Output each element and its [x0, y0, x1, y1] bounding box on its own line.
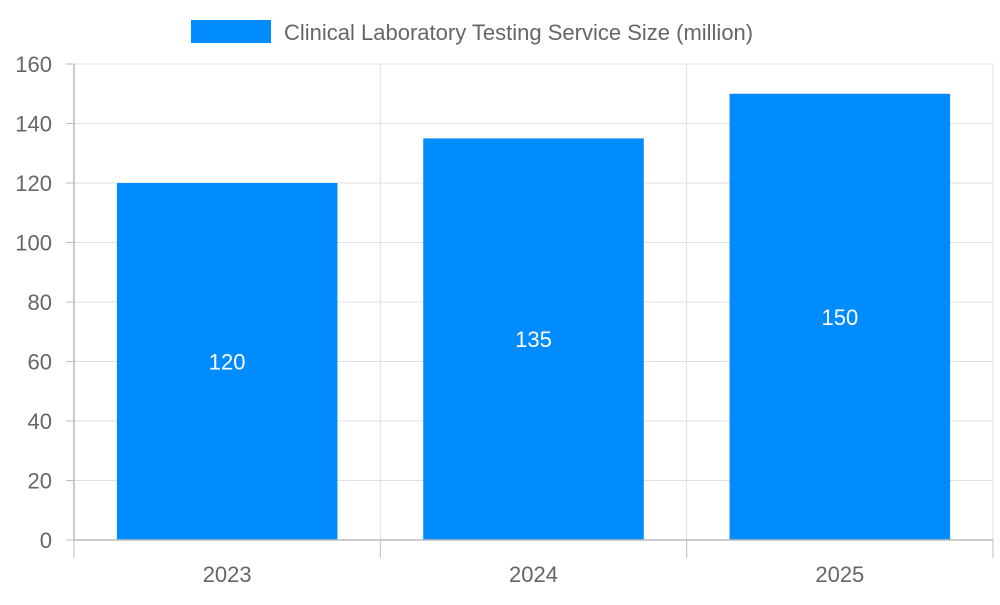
y-tick-label: 40 [28, 409, 52, 434]
bars: 120 135 150 [116, 93, 951, 540]
y-tick-label: 60 [28, 350, 52, 375]
x-tick-label: 2023 [203, 562, 252, 587]
bar-2025 [729, 93, 951, 540]
axes: 0 20 40 60 80 100 120 140 160 2023 2024 2025 [15, 52, 994, 587]
bar-2023 [116, 183, 338, 540]
y-tick-label: 0 [40, 528, 52, 553]
legend[interactable]: Clinical Laboratory Testing Service Size… [191, 20, 753, 45]
y-tick-label: 20 [28, 469, 52, 494]
y-tick-label: 120 [15, 171, 52, 196]
y-tick-label: 80 [28, 290, 52, 315]
y-tick-label: 160 [15, 52, 52, 77]
data-label: 120 [209, 350, 246, 375]
legend-swatch [191, 20, 271, 43]
bar-2024 [423, 138, 644, 540]
data-label: 135 [515, 327, 552, 352]
x-tick-label: 2024 [509, 562, 558, 587]
y-tick-label: 140 [15, 112, 52, 137]
y-tick-label: 100 [15, 231, 52, 256]
legend-label: Clinical Laboratory Testing Service Size… [284, 20, 753, 45]
x-tick-label: 2025 [815, 562, 864, 587]
data-label: 150 [821, 305, 858, 330]
